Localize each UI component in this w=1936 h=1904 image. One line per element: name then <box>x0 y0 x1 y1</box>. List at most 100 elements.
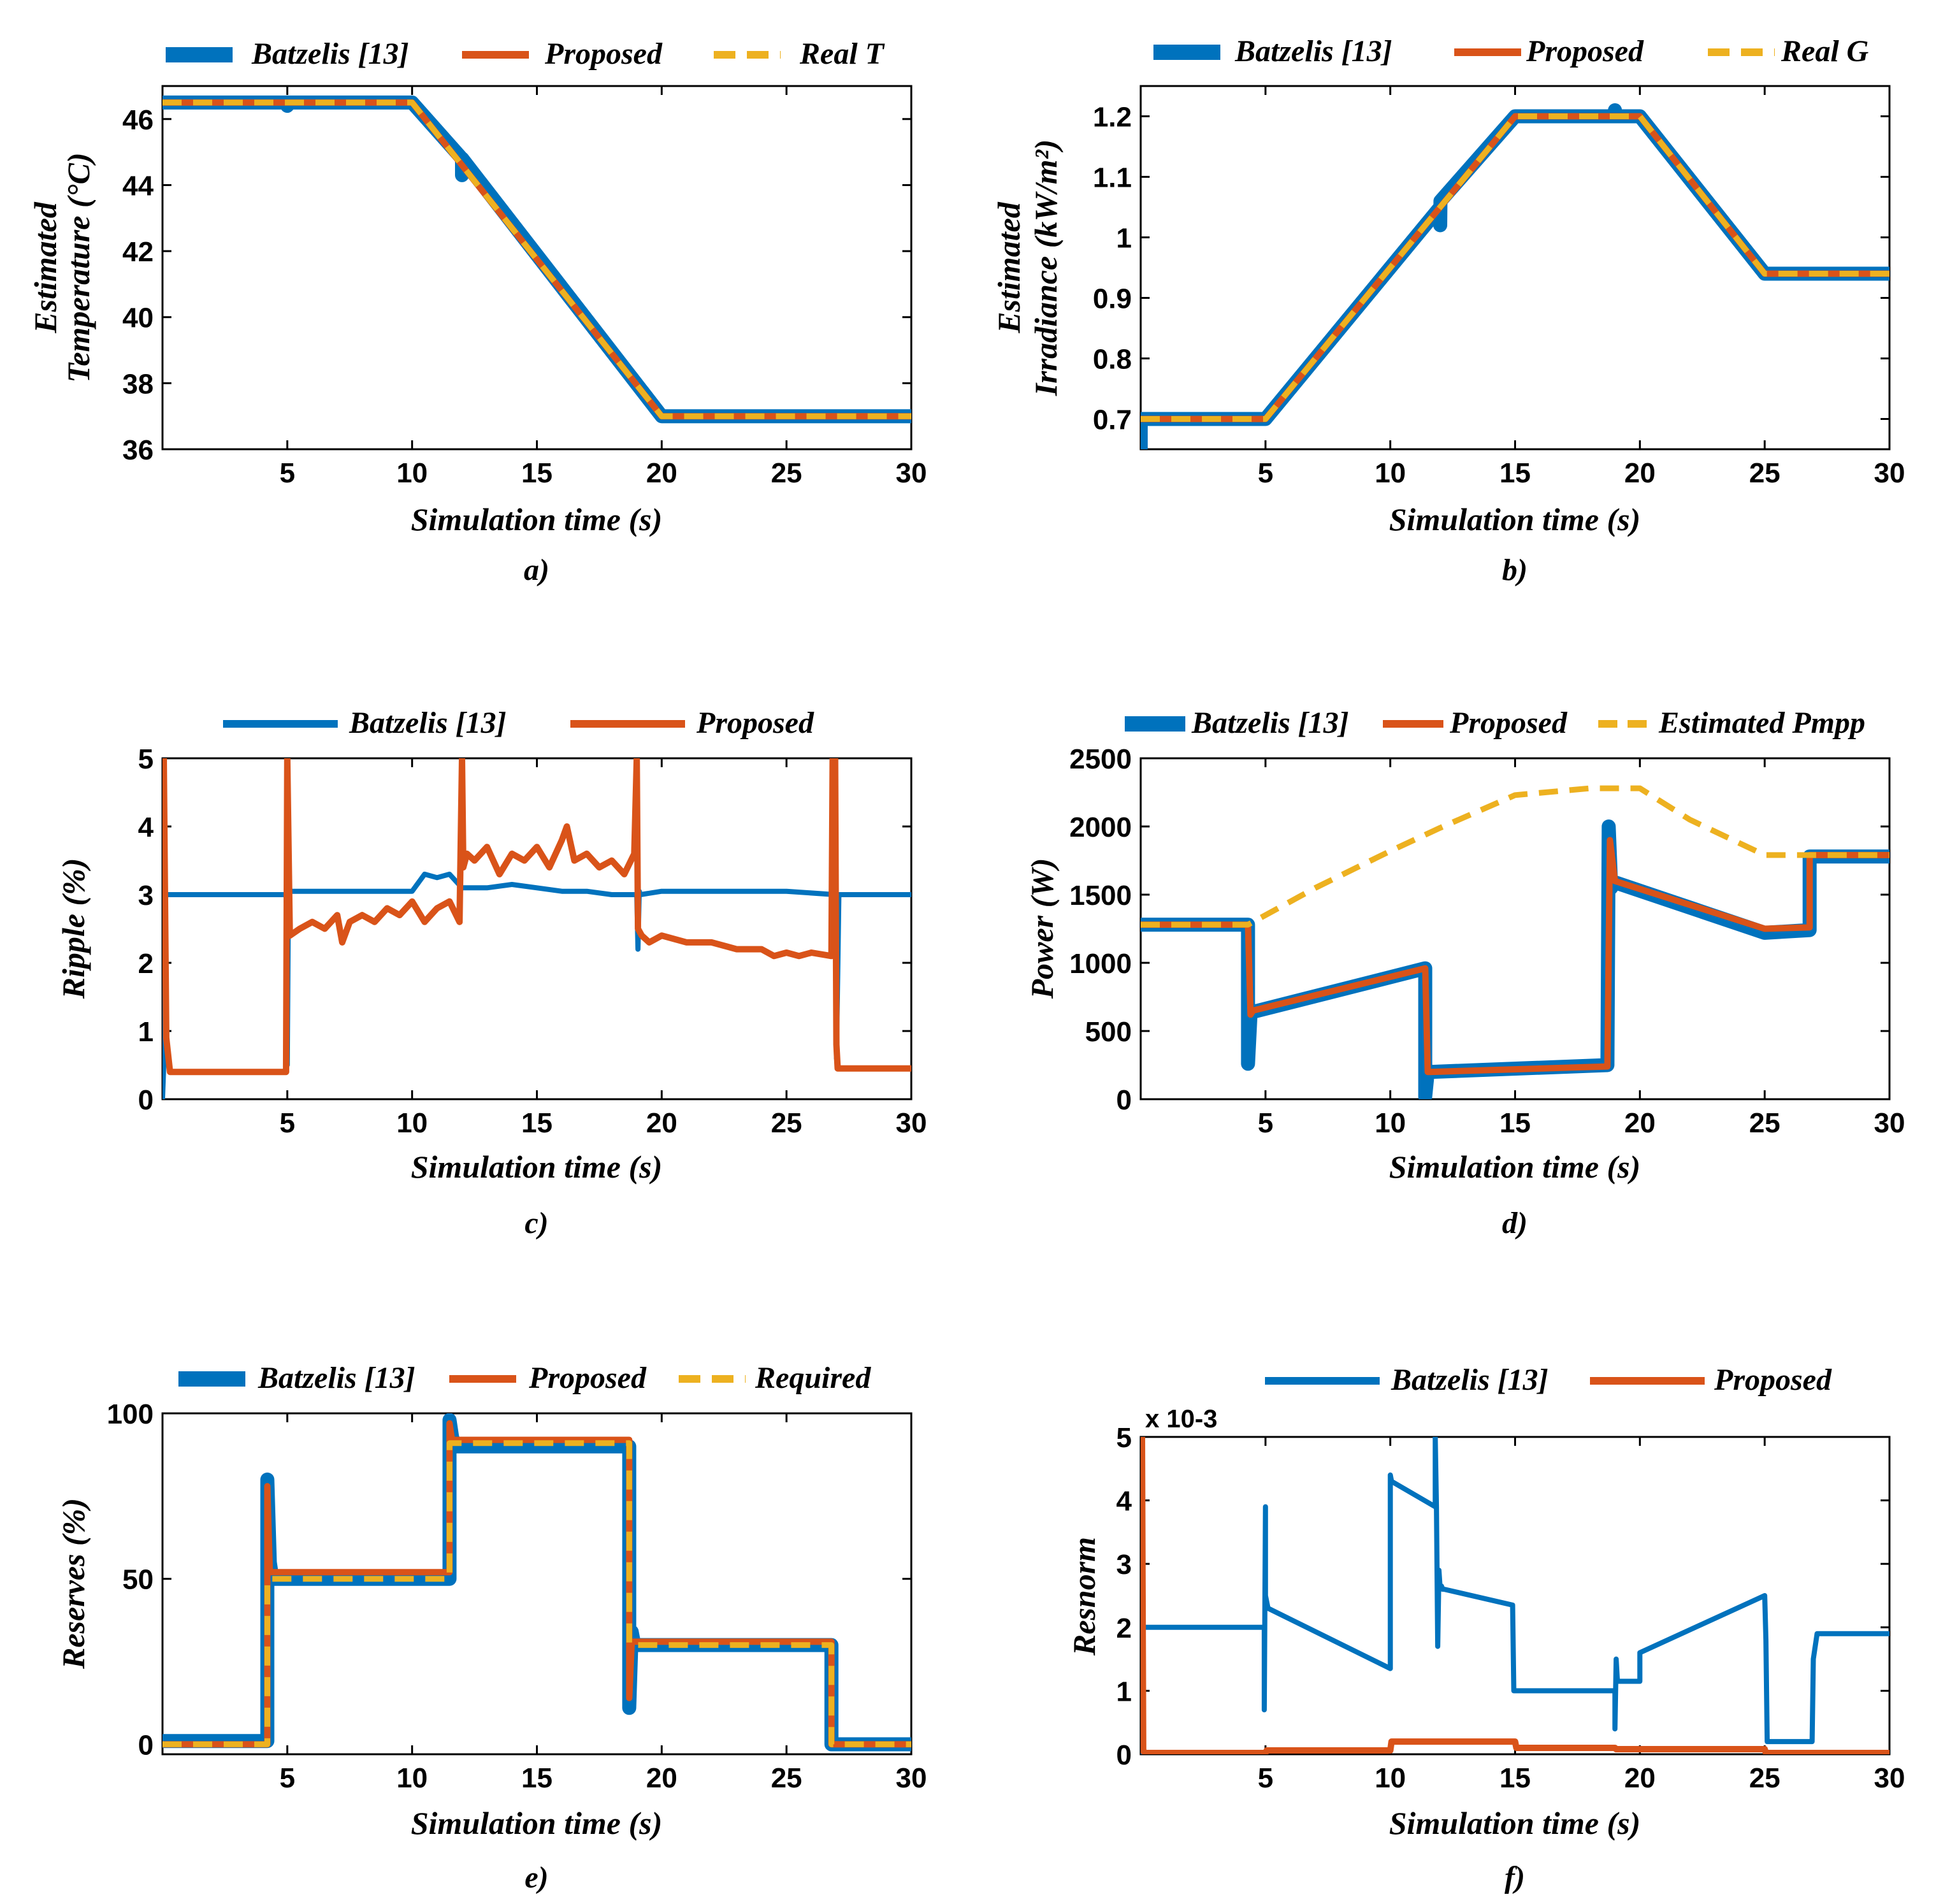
ytick-label-a-4: 44 <box>122 170 154 201</box>
chart-panel-e: Batzelis [13] Proposed Required 5 10 15 20 2… <box>55 1361 927 1894</box>
series-line-d-estimated-pmpp <box>1141 785 1889 928</box>
caption-a: a) <box>524 553 549 587</box>
legend-b-label-proposed: Proposed <box>1526 34 1644 68</box>
ytick-label-a-1: 38 <box>122 368 154 400</box>
series-line-d-proposed <box>1141 837 1889 1076</box>
xticks-a: 5 10 15 20 25 30 <box>280 86 927 489</box>
legend-b-label-real-g: Real G <box>1781 34 1869 68</box>
yticks-b: 0.7 0.8 0.9 1 1.1 1.2 <box>1093 102 1889 436</box>
ytick-label-e-0: 0 <box>138 1729 154 1761</box>
xtick-label-e-0: 5 <box>280 1763 295 1794</box>
legend-e-label-required: Required <box>755 1361 871 1395</box>
series-d <box>1141 785 1889 1099</box>
legend-e: Batzelis [13] Proposed Required <box>178 1361 871 1395</box>
xtick-label-e-1: 10 <box>396 1763 428 1794</box>
ytick-label-d-5: 2500 <box>1069 744 1132 775</box>
xlabel-b: Simulation time (s) <box>1389 501 1641 537</box>
ytick-label-f-2: 2 <box>1116 1613 1132 1644</box>
xtick-label-e-4: 25 <box>771 1763 802 1794</box>
ytick-label-b-0: 0.7 <box>1093 405 1132 436</box>
xlabel-e: Simulation time (s) <box>411 1805 663 1841</box>
xtick-label-f-3: 20 <box>1624 1763 1656 1794</box>
ytick-label-b-4: 1.1 <box>1093 162 1132 194</box>
ytick-label-a-0: 36 <box>122 435 154 466</box>
caption-f: f) <box>1505 1861 1525 1894</box>
chart-panel-a: Batzelis [13] Proposed Real T 5 10 15 20 25 3… <box>27 37 927 587</box>
ylabel-b-line2: Irradiance (kW/m²) <box>1028 140 1064 397</box>
ylabel-d: Power (W) <box>1024 858 1060 1000</box>
ytick-label-c-1: 1 <box>138 1016 154 1048</box>
xtick-label-a-2: 15 <box>521 458 553 489</box>
ytick-label-d-3: 1500 <box>1069 880 1132 911</box>
xtick-label-c-3: 20 <box>646 1107 677 1139</box>
xtick-label-b-1: 10 <box>1375 458 1406 489</box>
exponent-label-f: x 10-3 <box>1145 1405 1217 1433</box>
xtick-label-b-5: 30 <box>1874 458 1905 489</box>
legend-c-label-batzelis: Batzelis [13] <box>349 706 507 740</box>
chart-panel-b: Batzelis [13] Proposed Real G 5 10 15 20 25 3… <box>991 34 1905 587</box>
xtick-label-c-1: 10 <box>396 1107 428 1139</box>
xtick-label-a-4: 25 <box>771 458 802 489</box>
series-a <box>163 95 911 424</box>
ytick-label-c-4: 4 <box>138 812 154 843</box>
xticks-c: 5 10 15 20 25 30 <box>280 758 927 1139</box>
chart-panel-d: Batzelis [13] Proposed Estimated Pmpp 5 1… <box>1024 706 1905 1240</box>
legend-a-label-proposed: Proposed <box>544 37 663 71</box>
ytick-label-c-0: 0 <box>138 1085 154 1116</box>
xtick-label-f-2: 15 <box>1499 1763 1531 1794</box>
caption-c: c) <box>524 1206 548 1240</box>
series-f <box>1141 1437 1889 1754</box>
xtick-label-a-5: 30 <box>896 458 927 489</box>
caption-e: e) <box>524 1861 548 1894</box>
ytick-label-b-3: 1 <box>1116 223 1132 254</box>
xtick-label-c-5: 30 <box>896 1107 927 1139</box>
ytick-label-d-2: 1000 <box>1069 948 1132 979</box>
ylabel-a-line2: Temperature (°C) <box>61 152 96 382</box>
ytick-label-c-5: 5 <box>138 744 154 775</box>
xtick-label-f-5: 30 <box>1874 1763 1905 1794</box>
chart-panel-f: Batzelis [13] Proposed x 10-3 5 10 15 20 25 3… <box>1066 1363 1905 1894</box>
series-e <box>163 1413 911 1752</box>
series-line-b-real-g <box>1141 113 1889 422</box>
xtick-label-d-1: 10 <box>1375 1107 1406 1139</box>
ytick-label-b-5: 1.2 <box>1093 102 1132 133</box>
xtick-label-f-4: 25 <box>1749 1763 1781 1794</box>
legend-d-label-proposed: Proposed <box>1449 706 1568 740</box>
ytick-label-d-4: 2000 <box>1069 812 1132 843</box>
ylabel-a-line1: Estimated <box>27 201 63 334</box>
yticks-d: 0 500 1000 1500 2000 2500 <box>1069 744 1889 1116</box>
xtick-label-d-4: 25 <box>1749 1107 1781 1139</box>
ytick-label-a-5: 46 <box>122 105 154 136</box>
ytick-label-f-3: 3 <box>1116 1549 1132 1580</box>
ylabel-e: Reserves (%) <box>55 1498 91 1670</box>
ytick-label-a-3: 42 <box>122 236 154 268</box>
ytick-label-b-2: 0.9 <box>1093 284 1132 315</box>
xtick-label-d-5: 30 <box>1874 1107 1905 1139</box>
legend-e-label-batzelis: Batzelis [13] <box>257 1361 415 1395</box>
xtick-label-e-3: 20 <box>646 1763 677 1794</box>
xtick-label-d-3: 20 <box>1624 1107 1656 1139</box>
legend-f: Batzelis [13] Proposed <box>1265 1363 1832 1397</box>
series-b <box>1141 103 1889 449</box>
xtick-label-a-1: 10 <box>396 458 428 489</box>
ytick-label-e-1: 50 <box>122 1564 154 1596</box>
legend-a-label-real-t: Real T <box>799 37 885 71</box>
xtick-label-a-3: 20 <box>646 458 677 489</box>
legend-c: Batzelis [13] Proposed <box>223 706 814 740</box>
legend-d-label-batzelis: Batzelis [13] <box>1191 706 1349 740</box>
xlabel-a: Simulation time (s) <box>411 501 663 537</box>
ytick-label-c-2: 2 <box>138 948 154 979</box>
xticks-d: 5 10 15 20 25 30 <box>1258 758 1905 1139</box>
legend-e-label-proposed: Proposed <box>528 1361 647 1395</box>
xtick-label-c-4: 25 <box>771 1107 802 1139</box>
xtick-label-d-0: 5 <box>1258 1107 1273 1139</box>
legend-b-label-batzelis: Batzelis [13] <box>1234 34 1392 68</box>
yticks-a: 36 38 40 42 44 46 <box>122 105 911 466</box>
ytick-label-f-1: 1 <box>1116 1676 1132 1707</box>
xticks-e: 5 10 15 20 25 30 <box>280 1413 927 1794</box>
legend-a-label-batzelis: Batzelis [13] <box>251 37 409 71</box>
xlabel-c: Simulation time (s) <box>411 1149 663 1185</box>
xtick-label-c-0: 5 <box>280 1107 295 1139</box>
yticks-e: 0 50 100 <box>107 1399 911 1761</box>
xtick-label-b-3: 20 <box>1624 458 1656 489</box>
